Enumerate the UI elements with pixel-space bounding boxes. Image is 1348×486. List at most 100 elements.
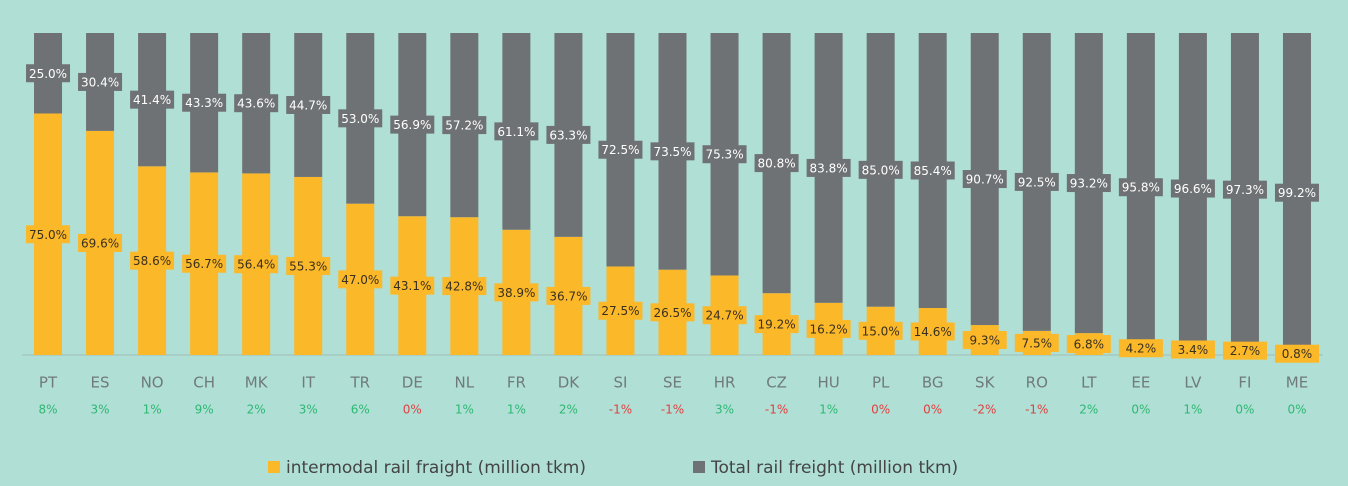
value-label-box (1274, 183, 1319, 202)
value-label: 30.4% (81, 75, 119, 89)
change-label: 2% (1079, 403, 1098, 417)
value-label: 0.8% (1282, 347, 1313, 361)
x-tick-label: SE (663, 374, 682, 392)
value-label: 42.8% (445, 280, 483, 294)
value-label: 14.6% (914, 325, 952, 339)
change-label: 1% (1183, 403, 1202, 417)
change-label: 0% (1287, 403, 1306, 417)
value-label-box (1118, 178, 1163, 197)
value-label: 63.3% (549, 128, 587, 142)
change-label: 8% (38, 403, 57, 417)
value-label: 15.0% (862, 324, 900, 338)
value-label-box (338, 270, 383, 289)
x-tick-label: PT (39, 374, 58, 392)
change-label: -2% (973, 403, 996, 417)
value-label-box (754, 154, 799, 173)
value-label-box (286, 95, 331, 114)
value-label-box (1014, 172, 1059, 191)
x-tick-label: SK (975, 374, 996, 392)
value-label-box (806, 158, 851, 177)
change-label: 0% (1131, 403, 1150, 417)
change-label: 0% (1235, 403, 1254, 417)
value-label: 6.8% (1074, 338, 1105, 352)
x-tick-label: CH (193, 374, 215, 392)
value-label-box (234, 94, 279, 113)
value-label: 43.1% (393, 279, 431, 293)
change-label: 1% (819, 403, 838, 417)
value-label: 3.4% (1178, 343, 1209, 357)
value-label: 96.6% (1174, 182, 1212, 196)
value-label: 85.4% (914, 164, 952, 178)
x-tick-label: CZ (766, 374, 787, 392)
value-label: 53.0% (341, 112, 379, 126)
value-label-box (1222, 180, 1267, 199)
value-label: 72.5% (601, 143, 639, 157)
x-tick-label: IT (301, 374, 315, 392)
x-tick-label: FI (1238, 374, 1251, 392)
value-label-box (962, 331, 1007, 350)
value-label: 90.7% (966, 173, 1004, 187)
value-label-box (546, 125, 591, 144)
value-label-box (1222, 341, 1267, 360)
x-tick-label: PL (872, 374, 890, 392)
change-label: 0% (923, 403, 942, 417)
value-label: 99.2% (1278, 186, 1316, 200)
value-label-box (858, 321, 903, 340)
x-tick-label: TR (349, 374, 370, 392)
value-label: 25.0% (29, 67, 67, 81)
value-label-box (1014, 333, 1059, 352)
value-label-box (182, 254, 227, 273)
value-label-box (546, 286, 591, 305)
value-label: 43.6% (237, 97, 275, 111)
legend-label: intermodal rail fraight (million tkm) (286, 458, 586, 478)
x-tick-label: EE (1131, 374, 1150, 392)
value-label-box (78, 72, 123, 91)
value-label: 57.2% (445, 119, 483, 133)
value-label-box (182, 93, 227, 112)
x-tick-label: HR (714, 374, 736, 392)
legend-swatch (268, 461, 280, 473)
change-label: 9% (195, 403, 214, 417)
value-label-box (390, 276, 435, 295)
legend-swatch (693, 461, 705, 473)
x-tick-label: ME (1286, 374, 1308, 392)
value-label-box (338, 109, 383, 128)
value-label: 36.7% (549, 289, 587, 303)
value-label: 85.0% (862, 163, 900, 177)
x-tick-label: LT (1081, 374, 1097, 392)
value-label: 61.1% (497, 125, 535, 139)
value-label-box (26, 225, 71, 244)
value-label-box (650, 303, 695, 322)
value-label: 73.5% (653, 145, 691, 159)
change-label: 3% (91, 403, 110, 417)
change-label: 6% (351, 403, 370, 417)
x-tick-label: LV (1184, 374, 1202, 392)
value-label-box (286, 256, 331, 275)
value-label-box (442, 116, 487, 135)
value-label: 4.2% (1126, 342, 1157, 356)
value-label: 19.2% (758, 318, 796, 332)
value-label-box (702, 145, 747, 164)
change-label: 1% (507, 403, 526, 417)
x-tick-label: ES (91, 374, 110, 392)
change-label: 1% (455, 403, 474, 417)
change-label: -1% (609, 403, 632, 417)
value-label-box (78, 233, 123, 252)
value-label: 69.6% (81, 236, 119, 250)
value-label-box (806, 319, 851, 338)
x-tick-label: NO (141, 374, 164, 392)
change-label: -1% (1025, 403, 1048, 417)
value-label-box (910, 322, 955, 341)
value-label-box (598, 301, 643, 320)
x-tick-label: SI (613, 374, 627, 392)
value-label: 38.9% (497, 286, 535, 300)
value-label: 43.3% (185, 96, 223, 110)
change-label: 3% (715, 403, 734, 417)
x-tick-label: RO (1026, 374, 1048, 392)
x-tick-label: NL (455, 374, 475, 392)
value-label: 24.7% (705, 309, 743, 323)
value-label: 47.0% (341, 273, 379, 287)
value-label-box (650, 142, 695, 161)
value-label: 80.8% (758, 157, 796, 171)
